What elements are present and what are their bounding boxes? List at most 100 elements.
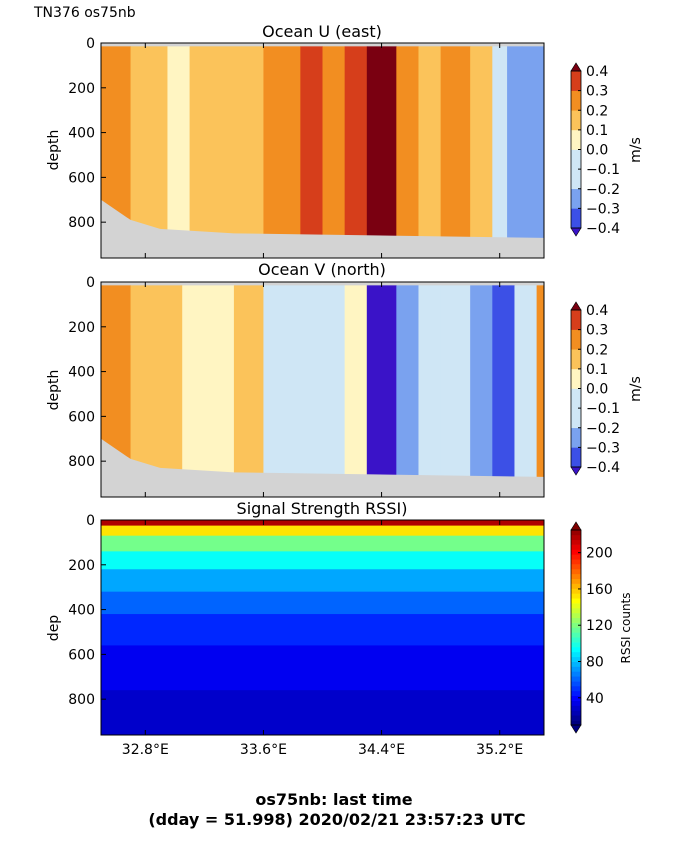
panel-v-data-column xyxy=(536,285,545,480)
panel-rssi-colorbar-label: RSSI counts xyxy=(619,592,633,663)
y-tick-label: 200 xyxy=(68,320,95,336)
colorbar-segment xyxy=(571,71,581,91)
panel-v-data-column xyxy=(366,285,397,480)
panel-rssi-depth-band xyxy=(101,690,544,736)
panel-u-data-column xyxy=(396,46,419,241)
y-tick-label: 400 xyxy=(68,603,95,619)
panel-u-colorbar: 0.4 0.3 0.2 0.1 0.0 −0.1 −0.2 −0.3 −0.4 xyxy=(570,62,620,237)
panel-rssi: Signal Strength RSSI) dep 0200400600800 … xyxy=(46,499,633,758)
cruise-label: TN376 os75nb xyxy=(33,5,136,21)
colorbar-extend-bottom xyxy=(570,227,582,237)
colorbar-tick-label: −0.1 xyxy=(586,401,620,417)
colorbar-segment xyxy=(571,544,581,550)
x-tick-label: 33.6°E xyxy=(240,742,287,758)
colorbar-segment xyxy=(571,549,581,555)
colorbar-segment xyxy=(571,695,581,701)
panel-rssi-plot-area xyxy=(101,520,544,736)
panel-rssi-title: Signal Strength RSSI) xyxy=(237,499,408,518)
colorbar-extend-bottom xyxy=(570,466,582,476)
colorbar-segment xyxy=(571,208,581,229)
panel-rssi-depth-band xyxy=(101,535,544,552)
colorbar-tick-label: 0.3 xyxy=(586,84,608,100)
colorbar-tick-label: 200 xyxy=(586,546,613,562)
colorbar-segment xyxy=(571,349,581,370)
panel-rssi-ylabel: dep xyxy=(46,615,62,642)
panel-u-data-column xyxy=(189,46,242,241)
x-tick-label: 32.8°E xyxy=(122,742,169,758)
colorbar-segment xyxy=(571,715,581,721)
y-tick-label: 0 xyxy=(86,513,95,529)
panel-v-data-column xyxy=(322,285,346,480)
panel-rssi-depth-band xyxy=(101,520,544,527)
colorbar-segment xyxy=(571,539,581,545)
panel-u-seafloor xyxy=(101,199,544,258)
colorbar-tick-label: −0.2 xyxy=(586,421,620,437)
y-tick-label: 800 xyxy=(68,692,95,708)
x-tick-label: 34.4°E xyxy=(358,742,405,758)
colorbar-segment xyxy=(571,408,581,429)
colorbar-segment xyxy=(571,603,581,609)
colorbar-segment xyxy=(571,666,581,672)
colorbar-tick-label: 0.0 xyxy=(586,143,608,159)
panel-v-data-column xyxy=(470,285,493,480)
colorbar-segment xyxy=(571,447,581,468)
colorbar-segment xyxy=(571,530,581,536)
colorbar-segment xyxy=(571,534,581,541)
colorbar-segment xyxy=(571,129,581,150)
panel-u-data-column xyxy=(521,46,545,241)
colorbar-tick-label: −0.4 xyxy=(586,460,620,476)
panel-u-data-column xyxy=(241,46,264,241)
panel-u-frame xyxy=(100,42,545,259)
panel-v-data-column xyxy=(285,285,323,480)
y-tick-label: 800 xyxy=(68,215,95,231)
panel-rssi-depth-band xyxy=(101,591,544,615)
panel-v-title: Ocean V (north) xyxy=(258,260,386,279)
colorbar-segment xyxy=(571,564,581,570)
panel-u-data-column xyxy=(418,46,442,241)
colorbar-segment xyxy=(571,690,581,697)
colorbar-segment xyxy=(571,627,581,633)
panel-u-data-column xyxy=(322,46,346,241)
colorbar-tick-label: 0.2 xyxy=(586,342,608,358)
colorbar-tick-label: −0.1 xyxy=(586,162,620,178)
colorbar-extend-bottom xyxy=(570,724,582,734)
panel-v-x-ticks xyxy=(144,282,501,497)
colorbar-tick-label: 0.3 xyxy=(586,323,608,339)
panel-u-ylabel: depth xyxy=(46,130,62,171)
colorbar-segment xyxy=(571,656,581,662)
colorbar-extend-top xyxy=(570,521,582,531)
colorbar-segment xyxy=(571,676,581,682)
panel-u-data-column xyxy=(440,46,471,241)
panel-v-seafloor xyxy=(101,438,544,497)
panel-u-plot-area xyxy=(101,43,545,258)
colorbar-segment xyxy=(571,559,581,565)
colorbar-segment xyxy=(571,720,581,726)
y-tick-label: 0 xyxy=(86,275,95,291)
y-tick-label: 600 xyxy=(68,647,95,663)
panel-u-data-column xyxy=(470,46,493,241)
panel-v-data-column xyxy=(418,285,442,480)
colorbar-segment xyxy=(571,642,581,648)
colorbar-tick-label: −0.4 xyxy=(586,221,620,237)
colorbar-segment xyxy=(571,427,581,448)
colorbar-segment xyxy=(571,149,581,170)
panel-v-frame xyxy=(100,281,545,498)
colorbar-segment xyxy=(571,598,581,604)
colorbar-tick-label: 0.2 xyxy=(586,103,608,119)
panel-rssi-frame xyxy=(100,519,545,736)
footer-line-1: os75nb: last time xyxy=(255,790,412,809)
colorbar-tick-label: 120 xyxy=(586,618,613,634)
panel-u-data-column xyxy=(167,46,191,241)
colorbar-tick-label: 0.4 xyxy=(586,64,608,80)
colorbar-tick-label: 40 xyxy=(586,691,604,707)
colorbar-segment xyxy=(571,681,581,687)
panel-u-x-ticks xyxy=(144,43,501,258)
panel-v-data-column xyxy=(440,285,471,480)
colorbar-segment xyxy=(571,188,581,209)
y-tick-label: 200 xyxy=(68,558,95,574)
colorbar-segment xyxy=(571,90,581,111)
panel-u-colorbar-label: m/s xyxy=(628,137,644,163)
